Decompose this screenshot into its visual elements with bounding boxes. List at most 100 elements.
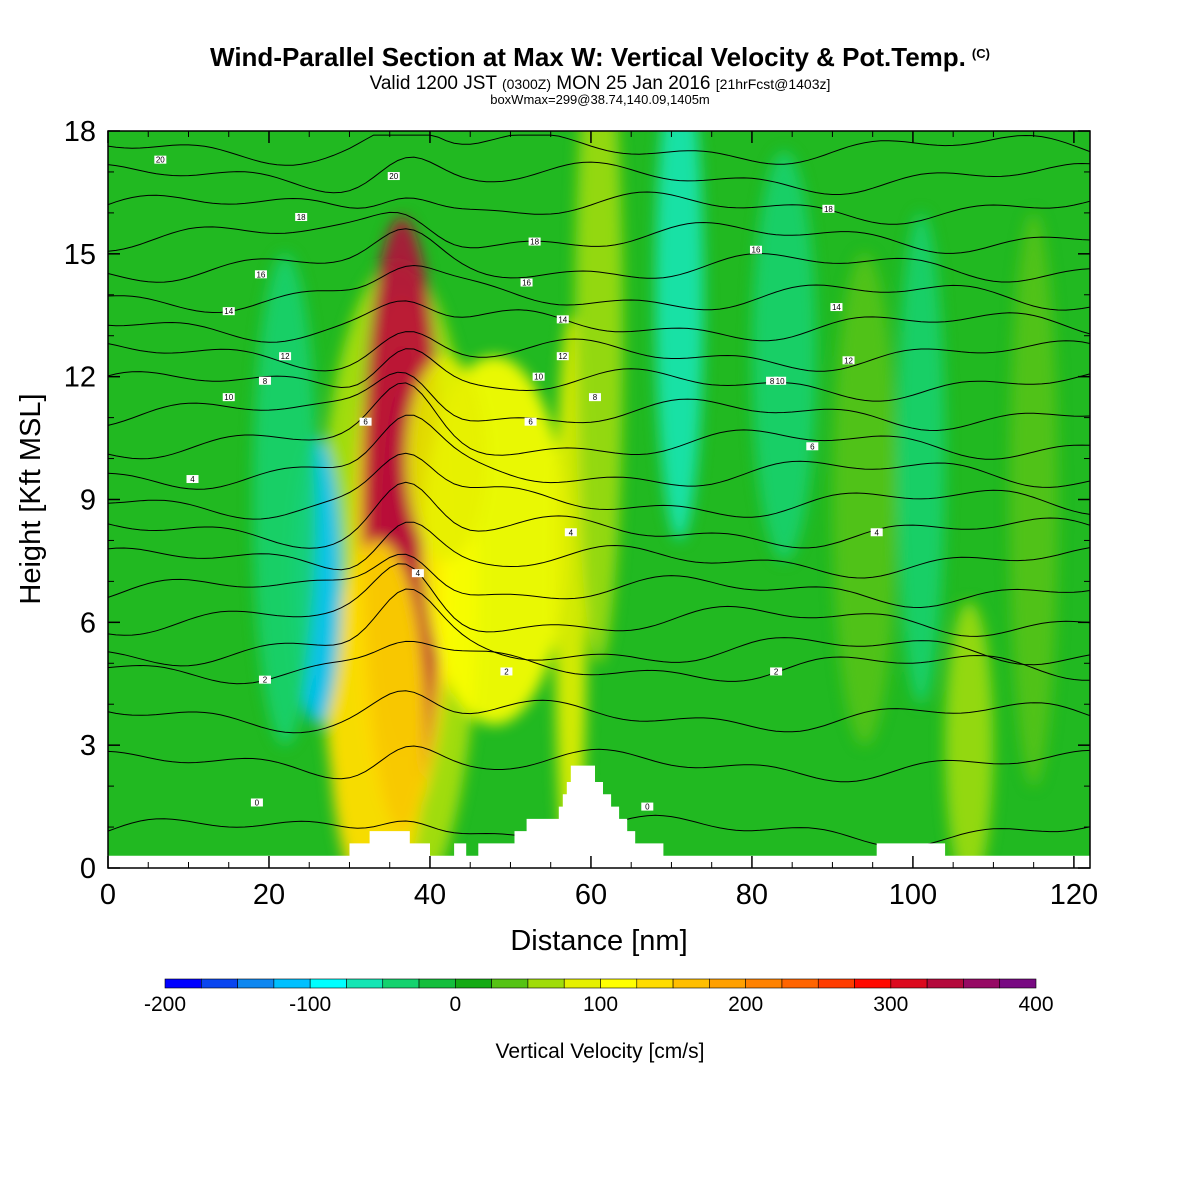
colorbar-cell bbox=[382, 978, 420, 989]
colorbar-cell bbox=[527, 978, 565, 989]
colorbar-cell bbox=[200, 978, 238, 989]
y-tick-label: 15 bbox=[64, 239, 96, 271]
contour-value: 6 bbox=[810, 442, 815, 451]
contour-value: 10 bbox=[776, 377, 785, 386]
contour-value: 14 bbox=[558, 315, 567, 324]
contour-label: 2 bbox=[500, 667, 513, 676]
colorbar-tick-label: 400 bbox=[1018, 993, 1053, 1016]
contour-label: 16 bbox=[254, 270, 267, 279]
colorbar-label: Vertical Velocity [cm/s] bbox=[496, 1040, 705, 1063]
velocity-blob bbox=[329, 540, 426, 868]
velocity-blob bbox=[1009, 212, 1058, 787]
contour-label: 0 bbox=[250, 798, 263, 807]
contour-value: 4 bbox=[569, 528, 574, 537]
chart-subtitle: Valid 1200 JST (0300Z) MON 25 Jan 2016 [… bbox=[0, 73, 1200, 95]
contour-value: 2 bbox=[263, 676, 268, 685]
colorbar-cell bbox=[273, 978, 311, 989]
velocity-blob bbox=[945, 601, 994, 868]
contour-value: 20 bbox=[156, 156, 165, 165]
isentrope-line bbox=[108, 211, 1090, 254]
velocity-blob bbox=[655, 131, 704, 541]
isentrope-line bbox=[108, 521, 1090, 579]
contour-label: 10 bbox=[222, 393, 235, 402]
velocity-blob bbox=[574, 131, 624, 664]
x-axis: 0 20 40 60 80 100 120 bbox=[100, 131, 1098, 911]
contour-label: 12 bbox=[556, 352, 569, 361]
isentrope-line bbox=[108, 264, 1090, 314]
contour-label: 4 bbox=[411, 569, 424, 578]
contour-label: 4 bbox=[186, 475, 199, 484]
colorbar-cell bbox=[709, 978, 746, 989]
colorbar-tick-label: 200 bbox=[728, 993, 763, 1016]
contour-label: 2 bbox=[770, 667, 783, 676]
contour-value: 6 bbox=[528, 418, 533, 427]
contour-label: 16 bbox=[520, 278, 533, 287]
isentrope-line bbox=[108, 640, 1090, 685]
contour-value: 2 bbox=[774, 667, 779, 676]
contour-value: 18 bbox=[530, 238, 539, 247]
contour-value: 10 bbox=[534, 373, 543, 382]
colorbar-tick-label: -100 bbox=[289, 993, 331, 1016]
contour-value: 16 bbox=[522, 278, 531, 287]
y-axis: 0 3 6 9 12 15 18 bbox=[64, 116, 1090, 885]
x-tick-label: 20 bbox=[253, 879, 285, 911]
contour-value: 14 bbox=[832, 303, 841, 312]
colorbar-cell bbox=[890, 978, 928, 989]
isentrope-line bbox=[108, 300, 1090, 343]
isentrope-line bbox=[108, 481, 1090, 549]
contour-value: 18 bbox=[297, 213, 306, 222]
contour-label: 20 bbox=[387, 172, 400, 181]
contour-value: 0 bbox=[255, 798, 260, 807]
colorbar-cell bbox=[636, 978, 674, 989]
y-axis-label: Height [Kft MSL] bbox=[15, 393, 47, 604]
terrain-mask bbox=[108, 765, 1090, 868]
x-tick-label: 60 bbox=[575, 879, 607, 911]
velocity-blob bbox=[832, 253, 897, 746]
isentrope-line bbox=[108, 414, 1090, 490]
isentrope-line bbox=[108, 382, 1090, 460]
contour-value: 12 bbox=[558, 352, 567, 361]
chart-title: Wind-Parallel Section at Max W: Vertical… bbox=[0, 42, 1200, 73]
colorbar-cell bbox=[237, 978, 275, 989]
isentrope-line bbox=[108, 553, 1090, 609]
contour-value: 6 bbox=[363, 418, 368, 427]
isentrope-line bbox=[108, 191, 1090, 225]
valid-prefix: Valid 1200 JST bbox=[369, 73, 497, 94]
contour-value: 8 bbox=[770, 377, 775, 386]
isentrope-line bbox=[108, 156, 1090, 195]
colorbar-cell bbox=[309, 978, 347, 989]
y-tick-label: 18 bbox=[64, 116, 96, 148]
contour-value: 0 bbox=[645, 803, 650, 812]
contour-value: 12 bbox=[844, 356, 853, 365]
contour-value: 14 bbox=[224, 307, 233, 316]
contour-label: 16 bbox=[749, 245, 762, 255]
contour-value: 18 bbox=[824, 205, 833, 214]
colorbar-cell bbox=[854, 978, 892, 989]
contour-label: 6 bbox=[806, 442, 819, 451]
contour-value: 16 bbox=[256, 270, 265, 279]
contour-label: 8 bbox=[258, 376, 271, 386]
velocity-blob bbox=[896, 212, 946, 705]
contour-label: 8 bbox=[588, 393, 601, 402]
contour-label: 2 bbox=[258, 675, 271, 685]
colorbar-cell bbox=[672, 978, 710, 989]
colorbar-cell bbox=[926, 978, 964, 989]
contour-label: 18 bbox=[822, 204, 835, 214]
contour-label: 12 bbox=[279, 352, 292, 361]
colorbar-cell bbox=[164, 978, 202, 989]
colorbar-cell bbox=[600, 978, 638, 989]
isentrope-line bbox=[108, 745, 1090, 783]
contour-value: 12 bbox=[281, 352, 290, 361]
colorbar-cell bbox=[418, 978, 456, 989]
valid-utc: (0300Z) bbox=[501, 76, 552, 92]
isentrope-line bbox=[108, 690, 1090, 734]
isentrope-line bbox=[108, 452, 1090, 520]
contour-label: 10 bbox=[532, 372, 545, 382]
colorbar-cell bbox=[745, 978, 783, 989]
x-tick-label: 100 bbox=[889, 879, 937, 911]
contour-value: 16 bbox=[752, 246, 761, 255]
y-tick-label: 6 bbox=[80, 607, 96, 639]
y-tick-label: 12 bbox=[64, 362, 96, 394]
isentrope-line bbox=[108, 371, 1090, 432]
